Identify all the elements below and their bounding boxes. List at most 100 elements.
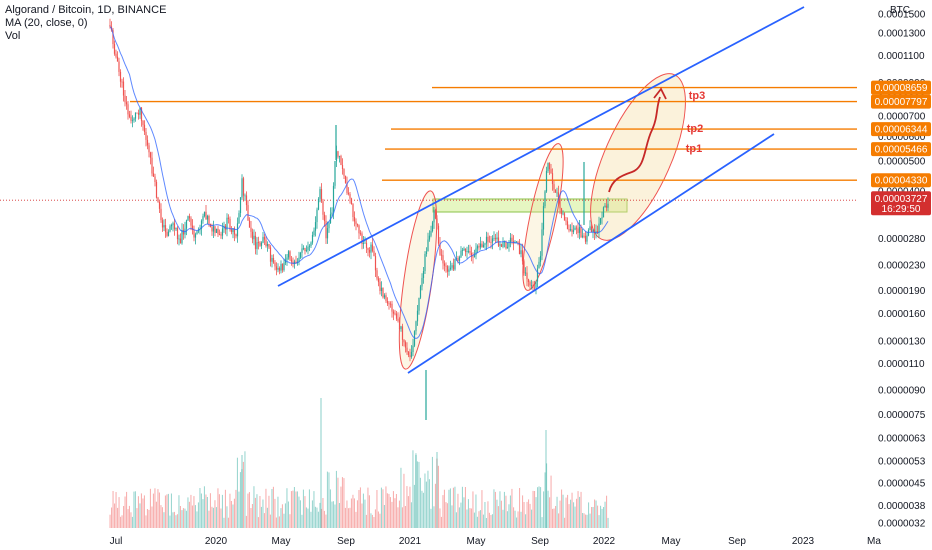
candle-body — [476, 246, 479, 249]
volume-bar — [547, 490, 549, 528]
volume-bar — [508, 504, 510, 528]
candle-body — [539, 255, 542, 262]
candle-body — [571, 229, 573, 232]
candle-body — [502, 241, 504, 247]
symbol-title[interactable]: Algorand / Bitcoin, 1D, BINANCE — [5, 4, 167, 16]
candle-body — [560, 208, 563, 214]
candle-body — [577, 228, 579, 233]
candle-body — [464, 248, 467, 253]
volume-bar — [404, 506, 406, 528]
volume-bar — [449, 488, 451, 528]
volume-bar — [494, 491, 496, 528]
candle-body — [404, 342, 407, 348]
volume-bar — [604, 501, 606, 528]
volume-bar — [401, 507, 403, 528]
price-tick-label: 0.0000500 — [878, 157, 926, 168]
volume-bar — [203, 486, 205, 528]
candle-body — [461, 250, 464, 251]
volume-bar — [353, 498, 355, 528]
candle-body — [394, 313, 396, 315]
candle-body — [200, 220, 203, 229]
volume-bar — [425, 481, 427, 528]
candle-body — [218, 234, 221, 235]
volume-bar — [476, 516, 478, 528]
candle-body — [518, 242, 521, 254]
volume-bar — [130, 512, 132, 528]
volume-bar — [358, 490, 360, 528]
volume-bar — [269, 514, 271, 528]
volume-bar — [461, 486, 463, 528]
candle-body — [322, 201, 324, 215]
target-label-tp3: tp3 — [689, 90, 706, 102]
volume-bar — [434, 483, 436, 528]
candle-body — [449, 267, 452, 270]
volume-bar — [488, 512, 490, 528]
candle-body — [119, 71, 122, 82]
target-label-tp1: tp1 — [686, 143, 703, 155]
volume-bar — [410, 502, 412, 528]
volume-bar — [500, 500, 502, 528]
volume-bar — [570, 499, 572, 528]
price-tick-label: 0.0000230 — [878, 260, 926, 271]
volume-bar — [182, 508, 184, 528]
volume-bar — [299, 500, 301, 528]
countdown-label: 16:29:50 — [882, 204, 921, 215]
volume-bar — [149, 488, 151, 528]
volume-bar — [415, 453, 417, 528]
volume-bar — [161, 507, 163, 528]
volume-indicator-label[interactable]: Vol — [5, 30, 21, 42]
volume-bar — [308, 489, 310, 528]
candle-body — [169, 226, 171, 232]
volume-bar — [143, 495, 145, 528]
volume-bar — [458, 507, 460, 528]
candle-body — [190, 218, 192, 226]
candle-body — [121, 81, 123, 83]
volume-bar — [218, 494, 220, 528]
candle-body — [383, 295, 386, 298]
volume-bar — [545, 430, 547, 528]
candle-body — [241, 178, 243, 198]
volume-bar — [259, 496, 261, 528]
candle-body — [437, 225, 440, 244]
candle-body — [470, 252, 473, 257]
volume-bar — [517, 511, 519, 528]
ma-indicator-label[interactable]: MA (20, close, 0) — [5, 17, 88, 29]
candle-body — [163, 225, 165, 228]
candle-body — [331, 212, 333, 215]
candle-body — [403, 339, 405, 343]
candle-body — [392, 311, 395, 314]
candle-body — [598, 223, 600, 233]
price-tick-label: 0.0000700 — [878, 112, 926, 123]
volume-bar — [126, 491, 128, 528]
candle-body — [370, 244, 372, 253]
volume-bar — [304, 496, 306, 528]
volume-bar — [549, 497, 551, 528]
candle-body — [115, 53, 117, 57]
candle-body — [217, 228, 219, 235]
price-tick-label: 0.0000075 — [878, 410, 926, 421]
volume-bar — [335, 470, 337, 528]
candle-body — [547, 162, 549, 171]
volume-bar — [124, 496, 126, 528]
candle-body — [143, 124, 146, 132]
volume-bar — [481, 490, 483, 528]
volume-bar — [585, 514, 587, 528]
candle-body — [545, 171, 548, 192]
candle-body — [268, 244, 270, 248]
volume-bar — [407, 496, 409, 528]
candle-body — [425, 251, 428, 254]
volume-bar — [565, 497, 567, 528]
candle-body — [142, 120, 144, 125]
candle-body — [265, 239, 267, 247]
candle-body — [154, 176, 156, 182]
level-price-tag — [871, 122, 931, 137]
volume-bar — [111, 507, 113, 528]
candle-body — [283, 262, 285, 271]
volume-bar — [582, 513, 584, 528]
volume-bar — [136, 508, 138, 528]
volume-bar — [120, 516, 122, 528]
candle-body — [337, 151, 339, 157]
volume-bar — [537, 487, 539, 528]
price-tick-label: 0.0000110 — [878, 359, 925, 370]
